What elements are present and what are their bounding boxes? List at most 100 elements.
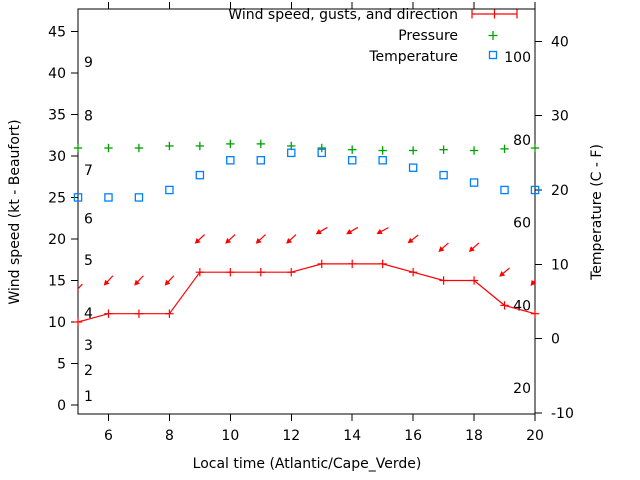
wind-speed-point: [378, 259, 387, 269]
wind-direction-arrow-icon: [376, 227, 389, 235]
y-right-tick-label: 10: [551, 257, 569, 273]
wind-direction-arrow-icon: [103, 275, 114, 286]
pressure-point: [256, 139, 265, 149]
pressure-scale-label: 100: [504, 50, 531, 66]
wind-speed-line-group: [78, 263, 535, 323]
pressure-point: [104, 143, 113, 153]
legend-label-temperature: Temperature: [368, 49, 458, 65]
beaufort-scale-label: 8: [84, 108, 93, 124]
wind-speed-point: [469, 276, 479, 285]
y-right-tick-label: 40: [551, 34, 569, 50]
pressure-point: [530, 143, 540, 153]
y-right-axis-title: Temperature (C - F): [589, 144, 605, 281]
wind-direction-arrow-icon: [499, 267, 510, 277]
temperature-point: [317, 148, 326, 158]
y-left-tick-label: 25: [48, 191, 66, 207]
pressure-point: [500, 144, 509, 154]
wind-direction-arrows: [78, 226, 535, 294]
pressure-point: [195, 141, 205, 151]
legend-label-wind: Wind speed, gusts, and direction: [228, 7, 458, 23]
beaufort-scale-label: 5: [84, 253, 93, 269]
wind-direction-arrow-icon: [438, 242, 449, 252]
y-left-tick-label: 30: [48, 149, 66, 165]
legend-sample-wind-errorbar-icon: [471, 9, 518, 19]
temperature-point: [134, 193, 144, 202]
x-tick-label: 12: [282, 428, 300, 444]
y-right-tick-label: 0: [551, 332, 560, 348]
wind-direction-arrow-icon: [407, 234, 419, 244]
pressure-point: [378, 146, 387, 155]
x-tick-label: 10: [221, 428, 239, 444]
wind-direction-arrow-icon: [225, 234, 236, 244]
wind-speed-point: [317, 259, 326, 269]
wind-speed-point: [256, 268, 265, 277]
wind-speed-point: [530, 309, 540, 318]
legend-sample-pressure-plus-icon: [488, 31, 498, 40]
temperature-point: [469, 178, 479, 187]
y-right-tick-label: -10: [551, 406, 574, 422]
y-left-tick-label: 35: [48, 108, 66, 124]
y-left-tick-label: 10: [48, 315, 66, 331]
pressure-point: [134, 143, 144, 153]
pressure-point: [348, 145, 357, 154]
wind-speed-point: [104, 309, 113, 318]
pressure-scale-label: 80: [513, 133, 531, 149]
temperature-point: [408, 163, 418, 172]
temperature-point: [530, 185, 540, 195]
beaufort-scale-label: 2: [84, 363, 93, 379]
temperature-point: [378, 156, 387, 165]
y-left-axis-title: Wind speed (kt - Beaufort): [7, 119, 23, 304]
wind-direction-arrow-icon: [134, 275, 144, 286]
wind-speed-point: [195, 268, 205, 277]
wind-direction-arrow-icon: [346, 226, 359, 235]
legend-sample-temperature-square-icon: [488, 50, 498, 60]
temperature-point: [226, 156, 235, 165]
beaufort-scale-label: 4: [84, 306, 93, 322]
pressure-point: [165, 141, 174, 151]
pressure-point: [73, 143, 83, 153]
beaufort-scale-label: 7: [84, 163, 93, 179]
legend: Wind speed, gusts, and direction Pressur…: [228, 7, 518, 65]
y-left-tick-label: 40: [48, 66, 66, 82]
pressure-scale-label: 20: [513, 381, 531, 397]
wind-speed-point: [287, 268, 296, 277]
pressure-point: [408, 146, 418, 155]
wind-direction-arrow-icon: [530, 275, 535, 286]
beaufort-scale-label: 9: [84, 55, 93, 71]
wind-speed-point: [226, 268, 235, 277]
temperature-point: [195, 170, 205, 180]
y-left-tick-label: 15: [48, 274, 66, 290]
y-left-tick-label: 20: [48, 232, 66, 248]
temperature-point: [287, 148, 296, 158]
y-right-tick-label: 20: [551, 183, 569, 199]
beaufort-scale-label: 1: [84, 389, 93, 405]
pressure-scale-label: 40: [513, 298, 531, 314]
wind-direction-arrow-icon: [194, 234, 206, 244]
wind-speed-point: [408, 268, 418, 277]
temperature-point: [104, 193, 113, 202]
pressure-point: [469, 146, 479, 155]
wind-direction-arrow-icon: [164, 275, 175, 286]
x-axis-title: Local time (Atlantic/Cape_Verde): [193, 456, 422, 472]
y-left-tick-label: 5: [57, 357, 66, 373]
temperature-point: [439, 170, 448, 180]
x-tick-label: 8: [165, 428, 174, 444]
y-right-tick-label: 30: [551, 109, 569, 125]
wind-speed-point: [500, 301, 509, 310]
x-tick-label: 18: [465, 428, 483, 444]
temperature-point: [347, 156, 357, 165]
legend-label-pressure: Pressure: [398, 28, 458, 44]
x-tick-label: 20: [526, 428, 544, 444]
wind-direction-arrow-icon: [286, 234, 297, 244]
wind-speed-point: [165, 309, 174, 318]
wind-direction-arrow-icon: [255, 234, 266, 244]
pressure-scale-label: 60: [513, 216, 531, 232]
wind-direction-arrow-icon: [468, 242, 480, 252]
beaufort-scale-label: 3: [84, 338, 93, 354]
pressure-point: [317, 143, 326, 153]
wind-speed-point: [348, 259, 357, 269]
wind-speed-point: [134, 309, 144, 318]
wind-direction-arrow-icon: [315, 226, 328, 235]
